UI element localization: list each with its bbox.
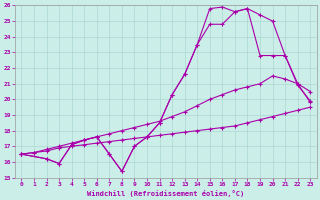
X-axis label: Windchill (Refroidissement éolien,°C): Windchill (Refroidissement éolien,°C) [87, 190, 244, 197]
